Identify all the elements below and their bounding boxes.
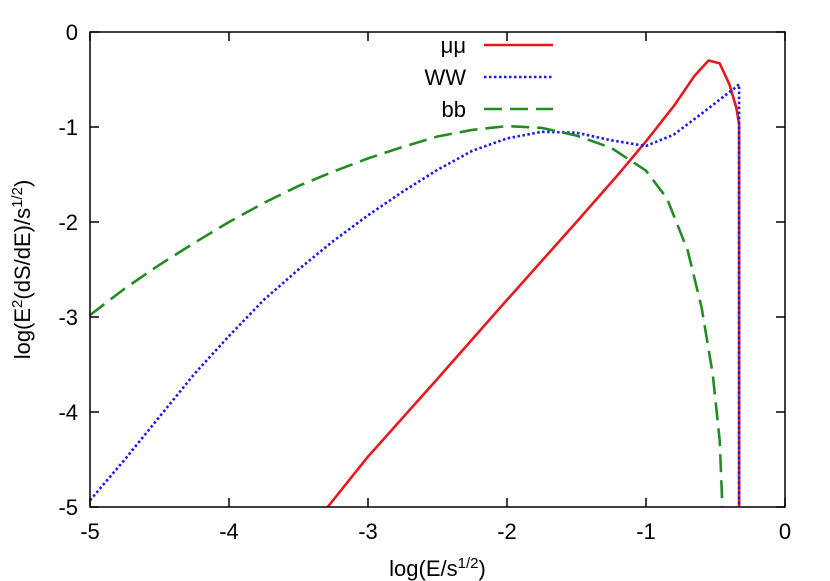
y-axis-label-base: log(E <box>10 308 35 359</box>
legend-label-0: μμ <box>441 33 466 58</box>
legend: μμ WW bb <box>424 33 553 122</box>
series-line-2 <box>89 124 724 508</box>
x-axis-label-sup: 1/2 <box>458 555 479 572</box>
y-tick-labels: -5 -4 -3 -2 -1 0 <box>58 20 78 520</box>
y-axis-label-mid: (dS/dE)/s <box>10 208 35 300</box>
y-tick-label-1: -4 <box>58 400 78 425</box>
y-axis-label-sup1: 2 <box>9 300 26 308</box>
x-axis-label-tail: ) <box>479 556 486 581</box>
y-axis-label-sup2: 1/2 <box>9 187 26 208</box>
legend-label-2: bb <box>442 97 466 122</box>
y-tick-label-2: -3 <box>58 305 78 330</box>
x-tick-label-4: -1 <box>636 519 656 544</box>
x-tick-label-3: -2 <box>497 519 517 544</box>
plot-lines <box>89 59 741 508</box>
x-tick-label-1: -4 <box>219 519 239 544</box>
y-tick-label-0: -5 <box>58 495 78 520</box>
y-tick-label-3: -2 <box>58 210 78 235</box>
x-tick-labels: -5 -4 -3 -2 -1 0 <box>80 519 791 544</box>
y-axis-label: log(E2(dS/dE)/s1/2) <box>9 180 36 360</box>
x-axis-label-base: log(E/s <box>389 556 457 581</box>
y-axis-label-tail: ) <box>10 180 35 187</box>
x-axis-label: log(E/s1/2) <box>389 555 486 581</box>
y-tick-label-5: 0 <box>66 20 78 45</box>
x-tick-label-5: 0 <box>779 519 791 544</box>
plot-frame <box>89 31 786 508</box>
axis-ticks <box>89 31 786 508</box>
x-tick-label-2: -3 <box>358 519 378 544</box>
series-line-0 <box>326 59 741 508</box>
y-tick-label-4: -1 <box>58 115 78 140</box>
x-tick-label-0: -5 <box>80 519 100 544</box>
legend-label-1: WW <box>424 65 466 90</box>
series-line-1 <box>89 83 741 507</box>
